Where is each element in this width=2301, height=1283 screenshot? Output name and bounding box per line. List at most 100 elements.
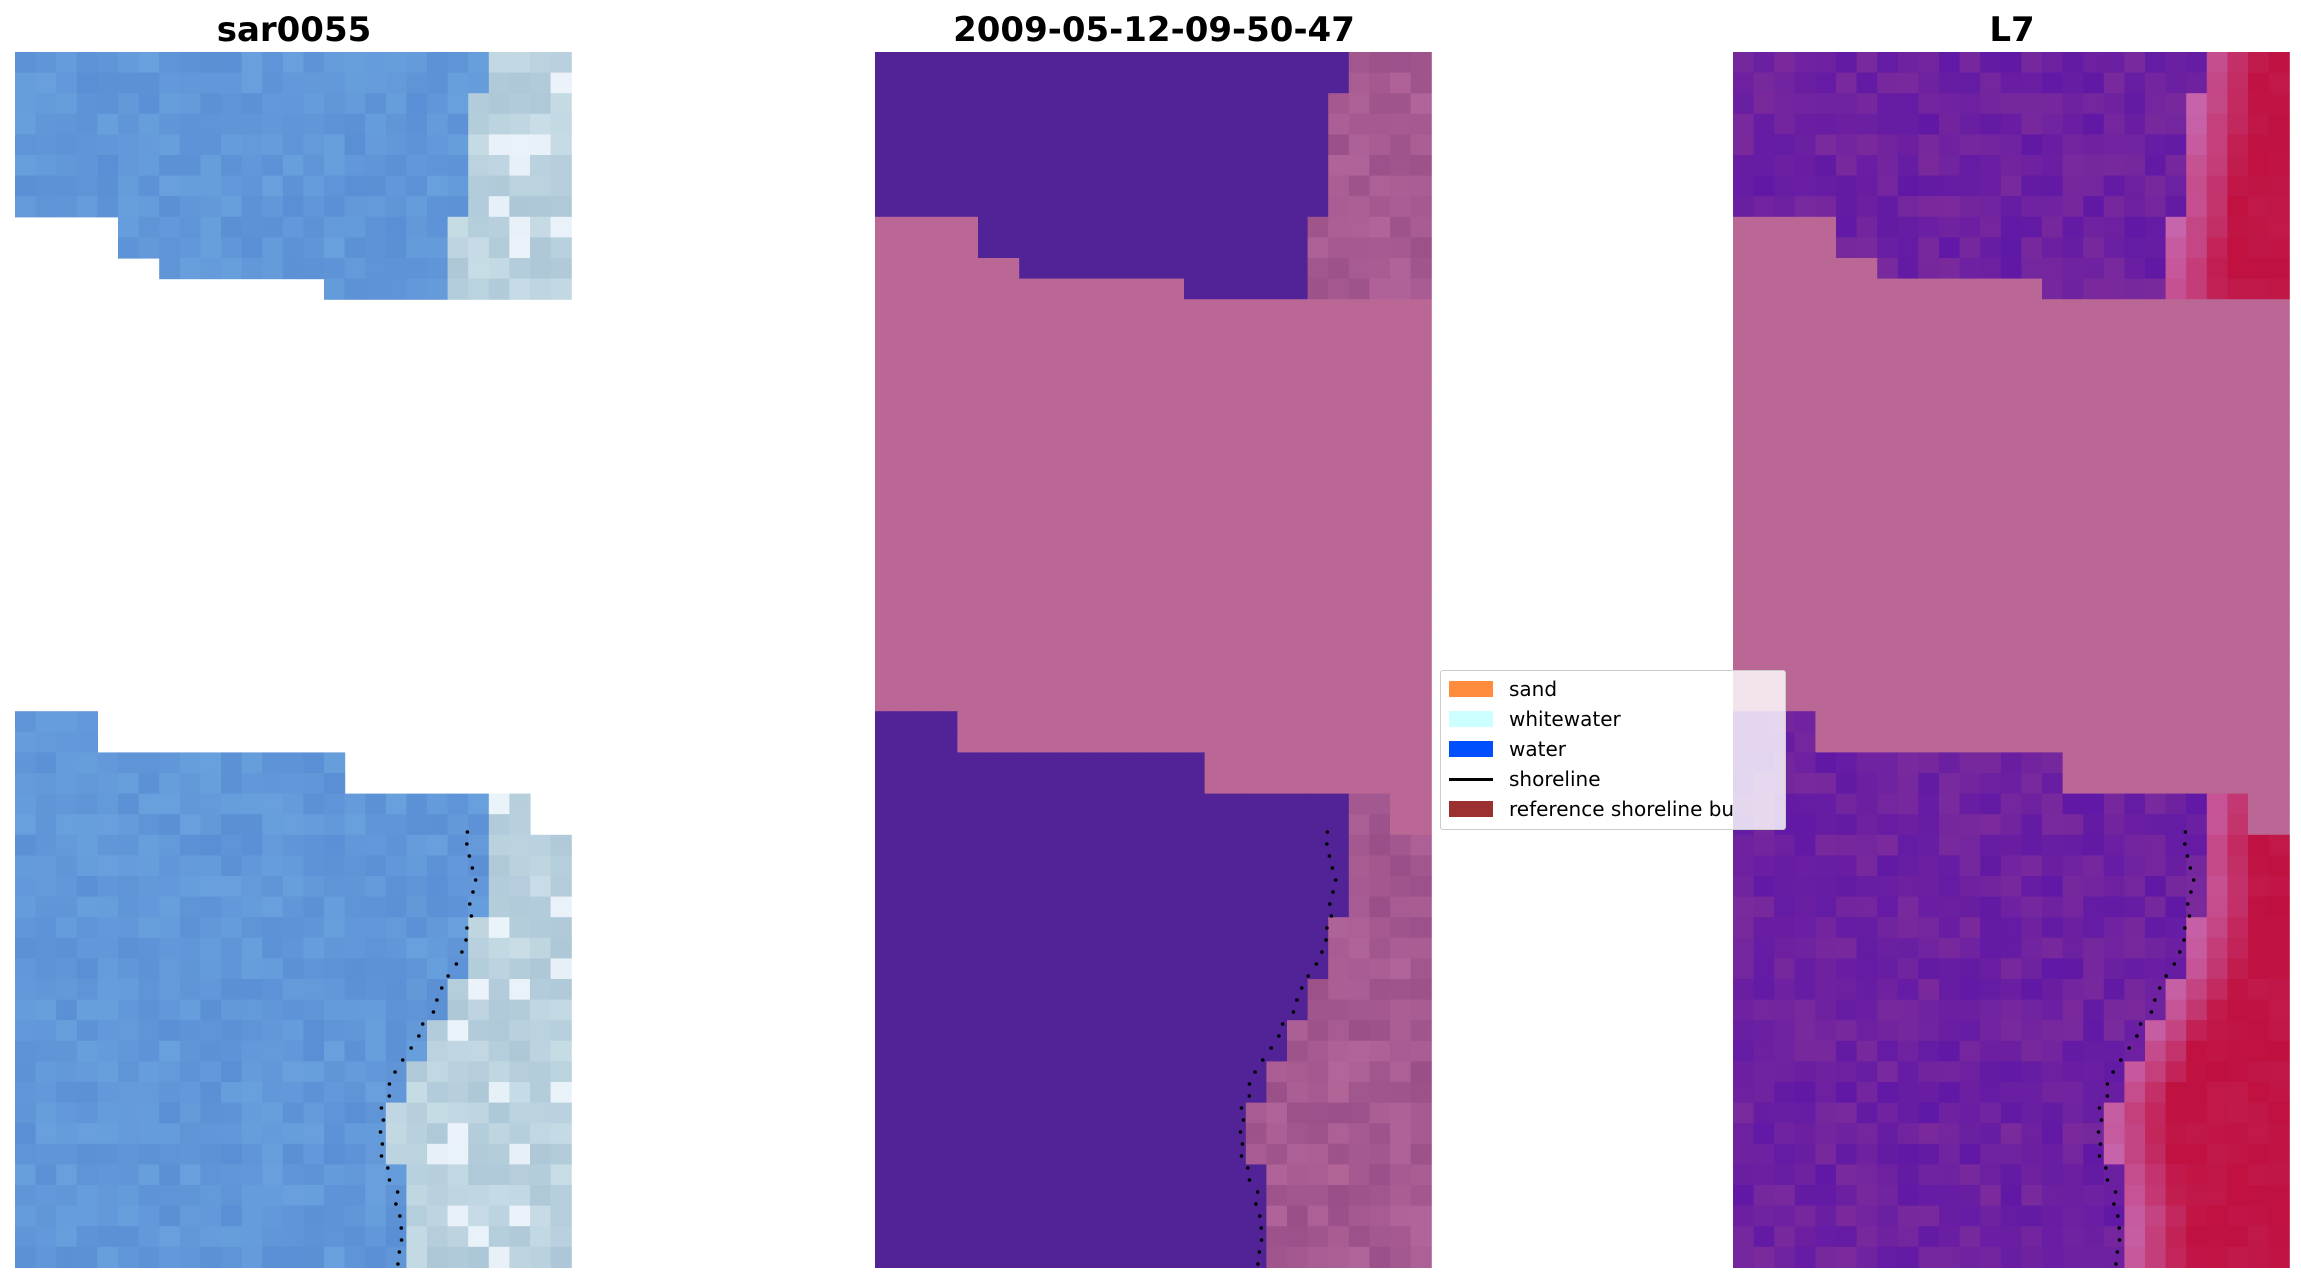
shoreline-point xyxy=(2183,830,2188,834)
shoreline-point xyxy=(435,998,439,1002)
shoreline-point xyxy=(2153,998,2157,1002)
shoreline-point xyxy=(465,842,469,846)
legend-item-whitewater: whitewater xyxy=(1449,705,1621,733)
shoreline-point xyxy=(1329,914,1334,918)
shoreline-point xyxy=(1239,1154,1244,1158)
shoreline-point xyxy=(1246,1166,1250,1170)
classified-image-panel xyxy=(875,52,1433,1269)
shoreline-point xyxy=(446,974,450,978)
legend-item-water: water xyxy=(1449,735,1566,763)
shoreline-point xyxy=(417,1034,421,1038)
shoreline-point xyxy=(2098,1142,2103,1146)
shoreline-point xyxy=(395,1190,400,1194)
shoreline-point xyxy=(380,1142,385,1146)
shoreline-point xyxy=(400,1058,405,1062)
shoreline-point xyxy=(1257,1250,1262,1254)
shoreline-point xyxy=(387,1094,392,1098)
shoreline-point xyxy=(467,854,472,858)
shoreline-point xyxy=(1306,974,1310,978)
shoreline-point xyxy=(1325,926,1329,930)
shoreline-point xyxy=(386,1166,390,1170)
shoreline-point xyxy=(409,1046,413,1050)
rgb-image-panel xyxy=(15,52,573,1269)
shoreline-point xyxy=(2105,1094,2110,1098)
shoreline-point xyxy=(1269,1046,1273,1050)
shoreline-point xyxy=(1238,1130,1243,1134)
legend-label: water xyxy=(1509,737,1566,761)
shoreline-point xyxy=(2185,902,2190,906)
shoreline-point xyxy=(2178,950,2182,954)
shoreline-point xyxy=(1259,1238,1264,1242)
classified-image xyxy=(875,52,1432,1268)
shoreline-point xyxy=(2096,1130,2101,1134)
shoreline-point xyxy=(394,1202,398,1206)
shoreline-point xyxy=(2188,866,2193,870)
shoreline-point xyxy=(398,1214,402,1218)
shoreline-point xyxy=(1239,1106,1244,1110)
shoreline-point xyxy=(387,1178,392,1182)
shoreline-point xyxy=(1327,854,1332,858)
shoreline-point xyxy=(1247,1094,1252,1098)
panel-title-index: L7 xyxy=(1989,10,2035,50)
shoreline-point xyxy=(2117,1238,2122,1242)
shoreline-point xyxy=(2172,962,2177,966)
rgb-image xyxy=(15,52,572,1268)
shoreline-point xyxy=(469,914,474,918)
shoreline-point xyxy=(387,1082,392,1086)
shoreline-point xyxy=(431,1010,436,1014)
shoreline-point xyxy=(2114,1262,2118,1266)
panel-title-rgb: sar0055 xyxy=(216,10,372,50)
shoreline-point xyxy=(2185,854,2190,858)
legend-label: whitewater xyxy=(1509,707,1621,731)
shoreline-point xyxy=(2183,926,2187,930)
legend-label: sand xyxy=(1509,677,1558,701)
shoreline-point xyxy=(1330,866,1335,870)
reference-shoreline-swatch xyxy=(1449,801,1493,817)
shoreline-point xyxy=(471,890,475,894)
shoreline-point xyxy=(1241,1118,1246,1122)
shoreline-point xyxy=(2118,1058,2123,1062)
shoreline-point xyxy=(1327,902,1332,906)
shoreline-point xyxy=(379,1154,384,1158)
shoreline-point xyxy=(1259,1226,1264,1230)
shoreline-point xyxy=(2149,1010,2154,1014)
sand-swatch xyxy=(1449,681,1493,697)
shoreline-point xyxy=(439,986,444,990)
shoreline-point xyxy=(2115,1250,2120,1254)
legend: sand whitewater water shoreline referenc… xyxy=(1440,670,1786,830)
shoreline-point xyxy=(379,1106,384,1110)
shoreline-point xyxy=(2097,1106,2102,1110)
index-image xyxy=(1733,52,2290,1268)
shoreline-point xyxy=(2183,842,2187,846)
shoreline-point xyxy=(467,902,472,906)
shoreline-point xyxy=(1247,1178,1252,1182)
shoreline-point xyxy=(2127,1046,2131,1050)
shoreline-point xyxy=(1255,1190,1260,1194)
shoreline-point xyxy=(1258,1214,1262,1218)
shoreline-point xyxy=(2097,1154,2102,1158)
legend-item-reference-shoreline: reference shoreline bu xyxy=(1449,795,1734,823)
shoreline-point xyxy=(465,926,469,930)
shoreline-point xyxy=(2105,1178,2110,1182)
shoreline-point xyxy=(2191,878,2196,882)
shoreline-point xyxy=(420,1022,425,1026)
shoreline-point xyxy=(460,950,464,954)
water-swatch xyxy=(1449,741,1493,757)
shoreline-point xyxy=(2111,1070,2115,1074)
shoreline-point xyxy=(2116,1214,2120,1218)
shoreline-point xyxy=(1325,842,1329,846)
legend-item-sand: sand xyxy=(1449,675,1557,703)
shoreline-point xyxy=(1324,938,1328,942)
legend-label: reference shoreline bu xyxy=(1509,797,1735,821)
shoreline-point xyxy=(2138,1022,2143,1026)
shoreline-point xyxy=(393,1070,397,1074)
shoreline-point xyxy=(397,1250,402,1254)
shoreline-point xyxy=(2157,986,2162,990)
shoreline-point xyxy=(470,866,475,870)
shoreline-point xyxy=(2105,1082,2110,1086)
shoreline-point xyxy=(2135,1034,2139,1038)
shoreline-point xyxy=(1277,1034,1281,1038)
shoreline-point xyxy=(1240,1142,1245,1146)
shoreline-point xyxy=(1325,830,1330,834)
shoreline-point xyxy=(1291,1010,1296,1014)
